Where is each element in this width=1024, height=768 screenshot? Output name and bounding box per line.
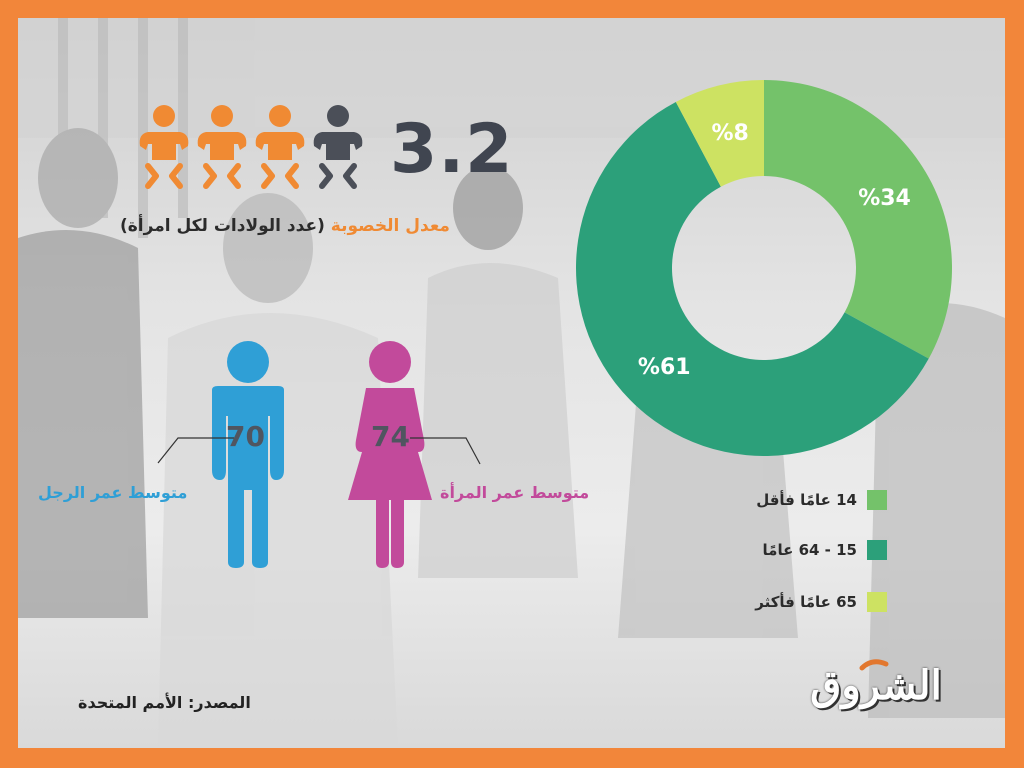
man-icon [212,341,284,568]
donut-value-label-2: %8 [711,121,748,146]
background-crowd-photo [18,18,1005,748]
shorouk-logo: الشروق [796,654,956,734]
baby-icon [139,105,189,189]
callout-lines [157,437,481,465]
legend-label-2: 65 عامًا فأكثر [755,593,857,611]
donut-value-labels: %34 %61 %8 [638,121,911,380]
legend-item-0: 14 عامًا فأقل [756,490,887,510]
baby-icon [313,105,363,189]
fertility-label-highlight: معدل الخصوبة [330,216,450,236]
baby-icon [255,105,305,189]
donut-value-label-0: %34 [858,186,911,211]
women-life-expectancy-label: متوسط عمر المرأة [440,483,590,502]
donut-value-label-1: %61 [638,355,691,380]
legend-swatch-2 [867,592,887,612]
baby-icons-group [139,105,363,189]
men-life-expectancy-label: متوسط عمر الرجل [38,483,188,502]
legend-label-0: 14 عامًا فأقل [756,491,857,509]
legend-item-2: 65 عامًا فأكثر [755,592,887,612]
donut-slice-2 [675,80,764,187]
donut-slices [575,80,952,457]
fertility-label-rest: (عدد الولادات لكل امرأة) [120,216,331,236]
legend-swatch-1 [867,540,887,560]
fertility-rate-value: 3.2 [390,110,514,189]
source-credit: المصدر: الأمم المتحدة [78,693,251,712]
men-life-expectancy-value: 70 [226,420,265,453]
logo-text: الشروق [810,662,942,709]
baby-icon [197,105,247,189]
logo-mark-icon [859,659,889,671]
donut-slice-0 [764,80,952,359]
legend-swatch-0 [867,490,887,510]
donut-slice-1 [575,101,929,457]
legend-item-1: 15 - 64 عامًا [763,540,887,560]
women-life-expectancy-value: 74 [371,420,410,453]
infographic-panel: 3.2 معدل الخصوبة (عدد الولادات لكل امرأة… [18,18,1005,748]
age-donut-chart: %34 %61 %8 [575,80,952,457]
fertility-rate-label: معدل الخصوبة (عدد الولادات لكل امرأة) [120,216,450,236]
legend-label-1: 15 - 64 عامًا [762,541,857,559]
fertility-icons [139,105,363,189]
woman-icon [348,341,432,568]
